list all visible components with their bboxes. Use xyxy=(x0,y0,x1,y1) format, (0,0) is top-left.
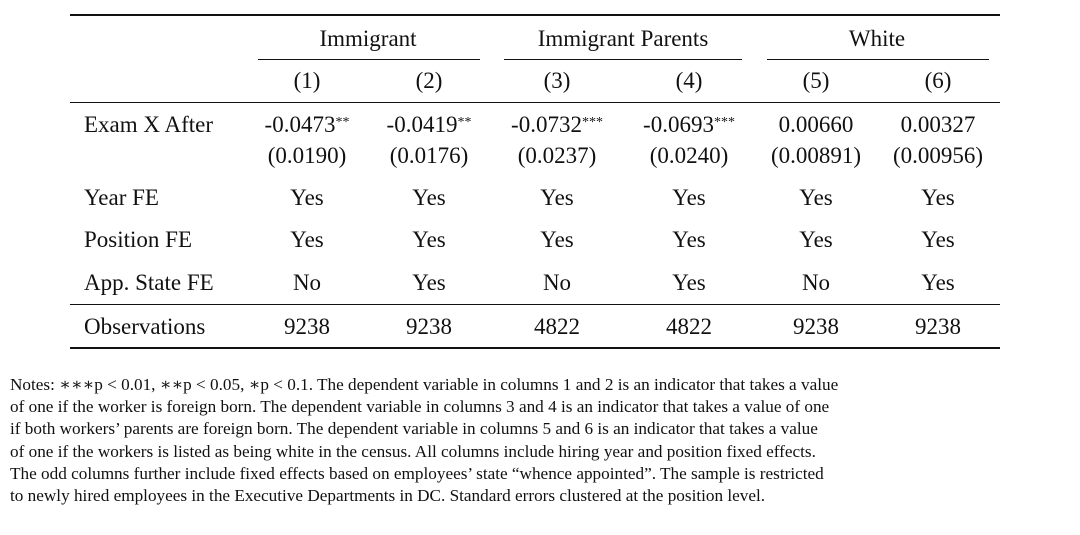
notes-line: Notes: ∗∗∗p < 0.01, ∗∗p < 0.05, ∗p < 0.1… xyxy=(10,375,839,394)
se-cell: (0.0237) xyxy=(517,143,597,168)
row-label-exam-x-after: Exam X After xyxy=(84,112,214,137)
bottom-rule xyxy=(70,347,1000,349)
table-cell: No xyxy=(542,270,572,295)
group-header-white: White xyxy=(848,26,906,51)
header-rule xyxy=(70,102,1000,103)
table-cell: No xyxy=(801,270,831,295)
group-rule-immigrant xyxy=(258,59,480,60)
table-cell: Yes xyxy=(412,185,446,210)
table-cell: Yes xyxy=(799,185,833,210)
table-cell: Yes xyxy=(921,227,955,252)
col-number-5: (5) xyxy=(802,68,830,93)
table-cell: 9238 xyxy=(406,314,452,339)
col-number-3: (3) xyxy=(543,68,571,93)
table-cell: Yes xyxy=(290,185,324,210)
group-rule-immigrant-parents xyxy=(504,59,742,60)
notes-line: to newly hired employees in the Executiv… xyxy=(10,486,766,506)
table-cell: Yes xyxy=(672,185,706,210)
table-cell: Yes xyxy=(672,270,706,295)
table-cell: Yes xyxy=(290,227,324,252)
group-header-immigrant: Immigrant xyxy=(319,26,417,51)
col-number-1: (1) xyxy=(293,68,321,93)
notes-line: of one if the worker is foreign born. Th… xyxy=(10,397,830,417)
table-notes: Notes: ∗∗∗p < 0.01, ∗∗p < 0.05, ∗p < 0.1… xyxy=(10,374,1072,507)
table-cell: Yes xyxy=(412,270,446,295)
se-cell: (0.0240) xyxy=(649,143,729,168)
row-label-year-fe: Year FE xyxy=(84,185,159,210)
se-cell: (0.0190) xyxy=(267,143,347,168)
coef-cell: 0.00660 xyxy=(778,112,854,137)
significance-stars: ** xyxy=(457,115,472,130)
table-cell: 9238 xyxy=(793,314,839,339)
table-cell: 9238 xyxy=(284,314,330,339)
notes-line: The odd columns further include fixed ef… xyxy=(10,463,824,483)
table-cell: Yes xyxy=(921,270,955,295)
col-number-2: (2) xyxy=(415,68,443,93)
notes-line: if both workers’ parents are foreign bor… xyxy=(10,419,818,439)
table-cell: Yes xyxy=(799,227,833,252)
group-rule-white xyxy=(767,59,989,60)
table-cell: Yes xyxy=(672,227,706,252)
col-number-6: (6) xyxy=(924,68,952,93)
coef-cell: -0.0419** xyxy=(386,112,472,137)
table-cell: 9238 xyxy=(915,314,961,339)
row-label-app-state-fe: App. State FE xyxy=(84,270,214,295)
table-cell: Yes xyxy=(540,185,574,210)
col-number-4: (4) xyxy=(675,68,703,93)
table-cell: Yes xyxy=(540,227,574,252)
table-cell: 4822 xyxy=(666,314,712,339)
significance-stars: ** xyxy=(335,115,350,130)
significance-stars: *** xyxy=(581,115,603,130)
coef-cell: -0.0693*** xyxy=(643,112,735,137)
observations-rule xyxy=(70,304,1000,305)
coef-cell: -0.0732*** xyxy=(511,112,603,137)
top-rule xyxy=(70,14,1000,16)
se-cell: (0.0176) xyxy=(389,143,469,168)
se-cell: (0.00956) xyxy=(892,143,984,168)
group-header-immigrant-parents: Immigrant Parents xyxy=(537,26,709,51)
coef-cell: -0.0473** xyxy=(264,112,350,137)
table-cell: Yes xyxy=(921,185,955,210)
table-cell: 4822 xyxy=(534,314,580,339)
se-cell: (0.00891) xyxy=(770,143,862,168)
row-label-position-fe: Position FE xyxy=(84,227,193,252)
coef-cell: 0.00327 xyxy=(900,112,976,137)
significance-stars: *** xyxy=(713,115,735,130)
notes-line: of one if the workers is listed as being… xyxy=(10,441,816,461)
table-cell: Yes xyxy=(412,227,446,252)
table-cell: No xyxy=(292,270,322,295)
row-label-observations: Observations xyxy=(84,314,206,339)
